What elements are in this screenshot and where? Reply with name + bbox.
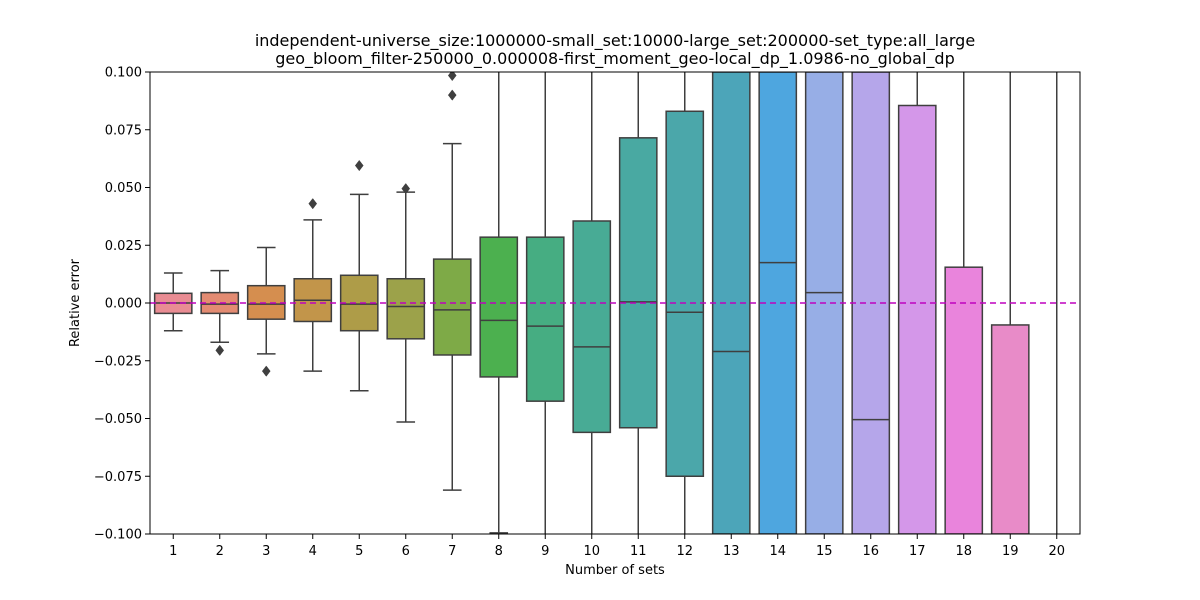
x-tick-label-9: 9: [541, 544, 549, 559]
box-1: [153, 272, 193, 332]
x-tick-label-15: 15: [816, 544, 833, 559]
box-body-19: [990, 324, 1030, 534]
box-body-18: [944, 266, 984, 534]
x-tick-label-17: 17: [909, 544, 926, 559]
x-tick-label-7: 7: [448, 544, 456, 559]
box-body-10: [572, 220, 612, 434]
box-7: [432, 72, 472, 491]
outlier-7-1: [447, 72, 457, 82]
outlier-3-0: [261, 365, 271, 377]
plot-area: [149, 71, 1081, 535]
box-12: [665, 72, 705, 534]
box-11: [618, 72, 658, 534]
x-tick-label-1: 1: [169, 544, 177, 559]
box-5: [339, 159, 379, 392]
y-tick-label-4: 0.000: [105, 297, 142, 312]
x-tick-label-5: 5: [355, 544, 363, 559]
box-17: [897, 72, 937, 534]
box-body-12: [665, 110, 705, 478]
x-tick-label-6: 6: [402, 544, 410, 559]
x-tick-label-19: 19: [1002, 544, 1019, 559]
x-tick-label-3: 3: [262, 544, 270, 559]
box-body-9: [525, 236, 565, 402]
x-tick-label-14: 14: [769, 544, 786, 559]
box-18: [944, 72, 984, 534]
x-tick-label-4: 4: [309, 544, 317, 559]
x-tick-label-16: 16: [862, 544, 879, 559]
chart-title-line-2: geo_bloom_filter-250000_0.000008-first_m…: [275, 49, 954, 69]
y-tick-label-5: 0.025: [105, 239, 142, 254]
box-10: [572, 72, 612, 534]
outlier-2-0: [215, 344, 225, 356]
x-tick-label-13: 13: [723, 544, 740, 559]
x-tick-label-20: 20: [1048, 544, 1065, 559]
y-tick-label-0: −0.100: [94, 528, 142, 543]
plot-clip-group: [153, 72, 1058, 534]
box-8: [479, 72, 519, 534]
box-6: [386, 183, 426, 423]
box-2: [200, 269, 240, 356]
box-body-8: [479, 236, 519, 378]
outlier-4-0: [308, 198, 318, 210]
x-tick-label-11: 11: [630, 544, 647, 559]
x-axis-ticks: 1 2 3 4 5 6 7 8 9 10 11 12 13 14 15 16 17 18 19 20: [169, 534, 1065, 559]
x-tick-label-10: 10: [583, 544, 600, 559]
y-tick-label-8: 0.100: [105, 66, 142, 81]
y-tick-label-7: 0.075: [105, 123, 142, 138]
outlier-6-0: [401, 183, 411, 195]
y-tick-label-2: −0.050: [94, 412, 142, 427]
x-tick-label-2: 2: [216, 544, 224, 559]
x-tick-label-8: 8: [495, 544, 503, 559]
x-tick-label-12: 12: [676, 544, 693, 559]
box-body-11: [618, 137, 658, 429]
box-3: [246, 246, 286, 377]
box-body-6: [386, 277, 426, 340]
box-body-7: [432, 258, 472, 356]
box-4: [293, 198, 333, 372]
box-9: [525, 72, 565, 534]
y-axis-ticks: −0.100 −0.075 −0.050 −0.025 0.000 0.025 0.050 0…: [94, 66, 150, 543]
chart-title-line-1: independent-universe_size:1000000-small_…: [255, 31, 975, 51]
outlier-5-0: [354, 159, 364, 172]
y-axis-label: Relative error: [68, 258, 83, 347]
y-tick-label-3: −0.025: [94, 354, 142, 369]
y-tick-label-6: 0.050: [105, 181, 142, 196]
x-axis-label: Number of sets: [565, 563, 665, 578]
box-19: [990, 72, 1030, 534]
x-tick-label-18: 18: [955, 544, 972, 559]
outlier-7-0: [447, 89, 457, 101]
y-tick-label-1: −0.075: [94, 470, 142, 485]
box-body-17: [897, 104, 937, 534]
